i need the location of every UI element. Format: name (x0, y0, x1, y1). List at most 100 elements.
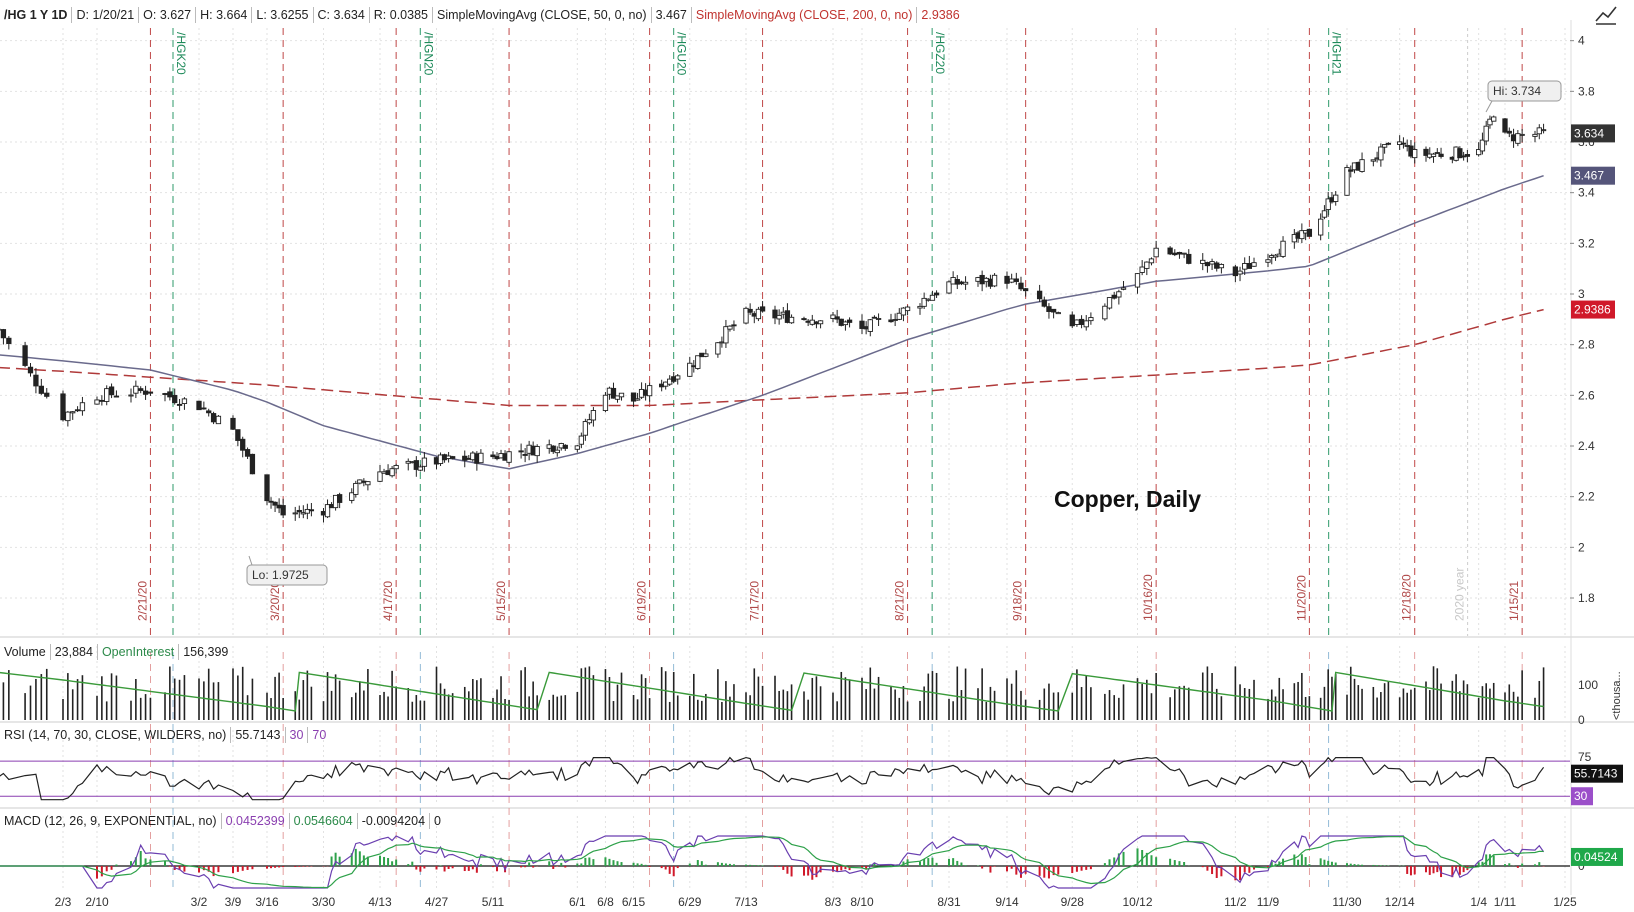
candle-body (1167, 247, 1173, 255)
volume-label[interactable]: Volume (0, 644, 51, 660)
y-tick-label: 2.8 (1578, 338, 1595, 352)
close-label: C: 3.634 (314, 7, 370, 23)
candle-body (1325, 198, 1331, 211)
lo-label-text: Lo: 1.9725 (252, 568, 309, 582)
candle-body (1153, 247, 1159, 258)
macd-header: MACD (12, 26, 9, EXPONENTIAL, no) 0.0452… (0, 810, 445, 832)
candle-body (1487, 118, 1493, 126)
y-tick-label: 3 (1578, 287, 1585, 301)
volume-value: 23,884 (51, 644, 98, 660)
open-label: O: 3.627 (139, 7, 197, 23)
candle-body (1200, 259, 1206, 264)
candle-body (892, 319, 898, 321)
candle-body (142, 390, 149, 395)
x-tick-label: 5/11 (482, 895, 505, 909)
macd-value-tag: 0.04524 (1571, 847, 1623, 866)
volume-axis-label: 100 (1578, 678, 1598, 692)
expiration-date-label: 10/16/20 (1141, 574, 1155, 621)
candle-body (759, 306, 766, 312)
candle-body (1036, 290, 1043, 300)
candle-body (1009, 278, 1015, 283)
macd-label[interactable]: MACD (12, 26, 9, EXPONENTIAL, no) (0, 813, 222, 829)
candle-body (550, 445, 556, 452)
candle-body (268, 500, 274, 503)
x-tick-label: 9/14 (995, 895, 1019, 909)
expiration-date-label: 11/20/20 (1294, 575, 1308, 621)
candle-body (904, 306, 911, 312)
candle-body (304, 508, 311, 514)
candle-body (324, 504, 331, 518)
candle-body (900, 307, 907, 316)
candle-body (1022, 288, 1029, 292)
sma50-line (0, 174, 1544, 470)
candle-body (215, 415, 222, 425)
y-tick-label: 2 (1578, 540, 1585, 554)
x-tick-label: 2/10 (85, 895, 109, 909)
rsi-header: RSI (14, 70, 30, CLOSE, WILDERS, no) 55.… (0, 724, 330, 746)
candle-body (1214, 262, 1220, 269)
candle-body (1464, 154, 1471, 157)
hi-label-text: Hi: 3.734 (1493, 84, 1541, 98)
candle-body (574, 445, 580, 450)
x-tick-label: 3/16 (255, 895, 279, 909)
candle-body (703, 353, 709, 357)
candle-body (1540, 129, 1547, 132)
sma200-value: 2.9386 (921, 8, 960, 22)
open-interest-value: 156,399 (183, 645, 229, 659)
candle-body (249, 453, 256, 475)
volume-header: Volume 23,884 OpenInterest 156,399 (0, 641, 232, 663)
y-tick-label: 4 (1578, 34, 1585, 48)
candle-body (817, 320, 824, 325)
volume-pane (0, 666, 1545, 720)
candle-body (1457, 148, 1463, 159)
candle-body (417, 466, 424, 471)
candle-body (99, 399, 105, 402)
hi-label-box (1487, 80, 1562, 102)
x-tick-label: 3/9 (225, 895, 242, 909)
candle-body (562, 444, 568, 449)
candle-body (1013, 278, 1019, 282)
candle-body (1306, 228, 1313, 237)
candle-body (167, 391, 173, 398)
candle-body (421, 457, 428, 467)
sma200-label[interactable]: SimpleMovingAvg (CLOSE, 200, 0, no) (692, 7, 918, 23)
candle-body (933, 292, 940, 296)
candle-body (1265, 259, 1271, 263)
symbol-label[interactable]: /HG 1 Y 1D (0, 7, 73, 23)
candle-body (1111, 294, 1117, 299)
candle-body (1515, 133, 1521, 144)
candle-body (1318, 218, 1324, 236)
expiration-date-label: 1/15/21 (1507, 581, 1521, 621)
candle-body (875, 318, 882, 320)
candle-body (1434, 152, 1440, 155)
candle-body (610, 387, 617, 399)
candle-body (834, 316, 840, 320)
expiration-date-label: 4/17/20 (381, 581, 395, 621)
rsi-tag-text: 55.7143 (1574, 767, 1618, 781)
macd-tag-text: 0.04524 (1574, 850, 1618, 864)
expiration-date-label: 12/18/20 (1400, 574, 1414, 621)
candle-body (280, 505, 286, 516)
candle-body (1144, 261, 1150, 269)
candle-body (1476, 149, 1482, 156)
candle-body (1430, 153, 1437, 157)
candle-body (38, 385, 44, 394)
candle-body (962, 281, 969, 285)
drawing-tool-icon[interactable] (1594, 3, 1618, 25)
rsi-value: 55.7143 (231, 727, 286, 743)
sma50-label[interactable]: SimpleMovingAvg (CLOSE, 50, 0, no) (433, 7, 652, 23)
open-interest-label[interactable]: OpenInterest (98, 644, 180, 660)
low-label: L: 3.6255 (252, 7, 314, 23)
x-tick-label: 8/31 (937, 895, 961, 909)
candle-body (244, 449, 251, 457)
x-tick-label: 6/29 (678, 895, 702, 909)
candle-body (308, 509, 315, 512)
candle-body (618, 392, 625, 398)
candle-body (138, 388, 144, 391)
rollover-label: /HGN20 (421, 32, 435, 76)
candle-body (1400, 142, 1407, 145)
rsi-label[interactable]: RSI (14, 70, 30, CLOSE, WILDERS, no) (0, 727, 232, 743)
candle-body (859, 320, 865, 329)
candle-body (1506, 130, 1512, 134)
